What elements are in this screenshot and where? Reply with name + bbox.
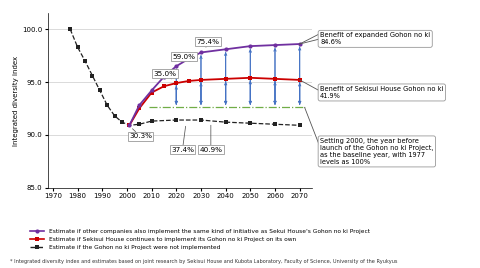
Legend: Estimate if other companies also implement the same kind of initiative as Sekui : Estimate if other companies also impleme… — [30, 229, 370, 250]
Text: Benefit of Sekisui House Gohon no ki
41.9%: Benefit of Sekisui House Gohon no ki 41.… — [320, 86, 444, 99]
Text: * Integrated diversity index and estimates based on joint research by Sekisui Ho: * Integrated diversity index and estimat… — [10, 259, 397, 264]
Text: 40.9%: 40.9% — [199, 125, 222, 152]
Text: 59.0%: 59.0% — [172, 54, 195, 60]
Text: 37.4%: 37.4% — [171, 126, 194, 152]
Text: 75.4%: 75.4% — [197, 39, 220, 47]
Text: Setting 2000, the year before
launch of the Gohon no ki Project,
as the baseline: Setting 2000, the year before launch of … — [320, 138, 433, 165]
Y-axis label: Integrated diversity index: Integrated diversity index — [13, 55, 19, 146]
Text: 30.3%: 30.3% — [129, 129, 152, 139]
Text: Benefit of expanded Gohon no ki
84.6%: Benefit of expanded Gohon no ki 84.6% — [320, 32, 430, 45]
Text: 35.0%: 35.0% — [154, 70, 177, 79]
